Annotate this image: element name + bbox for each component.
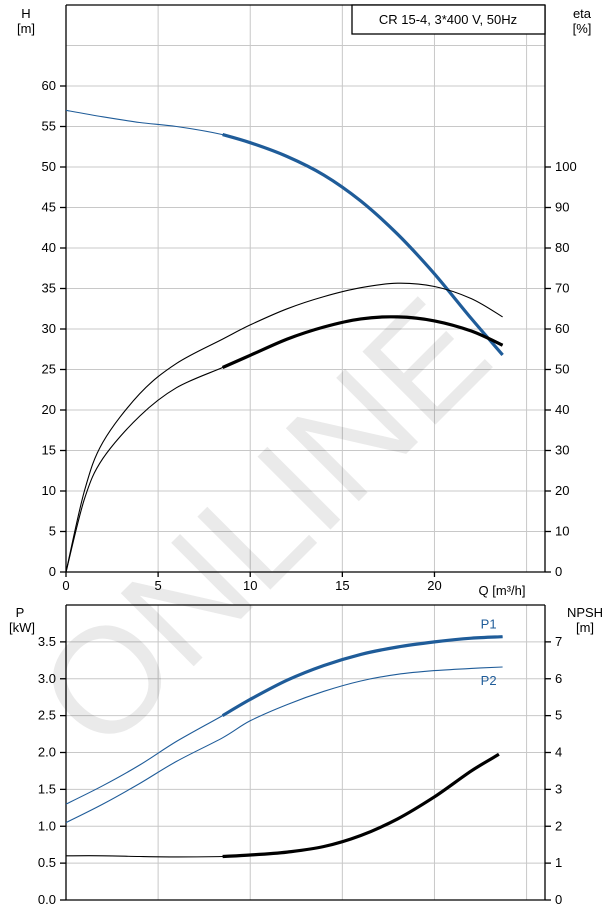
p-tick-label: 1.5 bbox=[38, 781, 56, 796]
bottom-right-axis-label-line1: NPSH bbox=[567, 605, 603, 620]
x-tick-label: 5 bbox=[154, 578, 161, 593]
p-tick-label: 0.0 bbox=[38, 892, 56, 907]
x-axis-label: Q [m³/h] bbox=[479, 583, 526, 598]
y2-tick-label: 90 bbox=[555, 200, 569, 215]
series-labels: P1 P2 bbox=[481, 617, 497, 688]
y-tick-label: 10 bbox=[42, 483, 56, 498]
y2-tick-label: 10 bbox=[555, 524, 569, 539]
y2-tick-label: 60 bbox=[555, 321, 569, 336]
npsh-tick-label: 0 bbox=[555, 892, 562, 907]
y-tick-label: 55 bbox=[42, 119, 56, 134]
y2-tick-label: 0 bbox=[555, 564, 562, 579]
npsh-tick-label: 4 bbox=[555, 745, 562, 760]
y-tick-label: 20 bbox=[42, 402, 56, 417]
y2-tick-label: 40 bbox=[555, 402, 569, 417]
p-tick-label: 2.0 bbox=[38, 745, 56, 760]
y2-tick-label: 100 bbox=[555, 159, 577, 174]
bottom-left-axis-label-line1: P bbox=[16, 605, 25, 620]
bottom-series-1-curve bbox=[65, 666, 503, 824]
x-tick-label: 0 bbox=[62, 578, 69, 593]
p-tick-label: 3.5 bbox=[38, 634, 56, 649]
p-tick-label: 3.0 bbox=[38, 671, 56, 686]
top-right-axis-label-line2: [%] bbox=[573, 21, 592, 36]
grid-lines bbox=[66, 4, 545, 900]
title-box bbox=[351, 4, 546, 35]
y-tick-label: 45 bbox=[42, 200, 56, 215]
y2-tick-label: 30 bbox=[555, 443, 569, 458]
npsh-tick-label: 6 bbox=[555, 671, 562, 686]
y2-tick-label: 70 bbox=[555, 281, 569, 296]
bottom-series-2-duty-range bbox=[222, 752, 500, 859]
y2-tick-label: 50 bbox=[555, 362, 569, 377]
top-left-axis-label-line2: [m] bbox=[17, 21, 35, 36]
npsh-tick-label: 5 bbox=[555, 708, 562, 723]
top-left-axis-label-line1: H bbox=[21, 6, 30, 21]
top-series-2-duty-range bbox=[221, 315, 504, 369]
npsh-tick-label: 2 bbox=[555, 818, 562, 833]
series-label-p2: P2 bbox=[481, 673, 497, 688]
npsh-tick-label: 7 bbox=[555, 634, 562, 649]
y2-tick-label: 80 bbox=[555, 240, 569, 255]
top-series-0-duty-range bbox=[222, 133, 504, 356]
y-tick-label: 30 bbox=[42, 321, 56, 336]
top-series-1-curve bbox=[65, 282, 503, 573]
curves bbox=[65, 109, 504, 859]
p-tick-label: 0.5 bbox=[38, 855, 56, 870]
x-tick-label: 10 bbox=[243, 578, 257, 593]
y-tick-label: 0 bbox=[49, 564, 56, 579]
top-right-axis-label-line1: eta bbox=[573, 6, 592, 21]
series-label-p1: P1 bbox=[481, 617, 497, 632]
p-tick-label: 2.5 bbox=[38, 708, 56, 723]
p-tick-label: 1.0 bbox=[38, 818, 56, 833]
npsh-tick-label: 3 bbox=[555, 781, 562, 796]
tick-labels: 0510152025303540455055600102030405060708… bbox=[38, 78, 577, 907]
bottom-series-0-duty-range bbox=[221, 635, 503, 717]
npsh-tick-label: 1 bbox=[555, 855, 562, 870]
chart-title: CR 15-4, 3*400 V, 50Hz bbox=[379, 12, 517, 27]
y-tick-label: 60 bbox=[42, 78, 56, 93]
y-tick-label: 25 bbox=[42, 362, 56, 377]
y-tick-label: 15 bbox=[42, 443, 56, 458]
y-tick-label: 40 bbox=[42, 240, 56, 255]
y2-tick-label: 20 bbox=[555, 483, 569, 498]
bottom-right-axis-label-line2: [m] bbox=[576, 620, 594, 635]
bottom-left-axis-label-line2: [kW] bbox=[9, 620, 35, 635]
watermark: ONLINE bbox=[6, 266, 520, 780]
y-tick-label: 5 bbox=[49, 524, 56, 539]
x-tick-label: 20 bbox=[427, 578, 441, 593]
x-tick-label: 15 bbox=[335, 578, 349, 593]
y-tick-label: 50 bbox=[42, 159, 56, 174]
y-tick-label: 35 bbox=[42, 281, 56, 296]
